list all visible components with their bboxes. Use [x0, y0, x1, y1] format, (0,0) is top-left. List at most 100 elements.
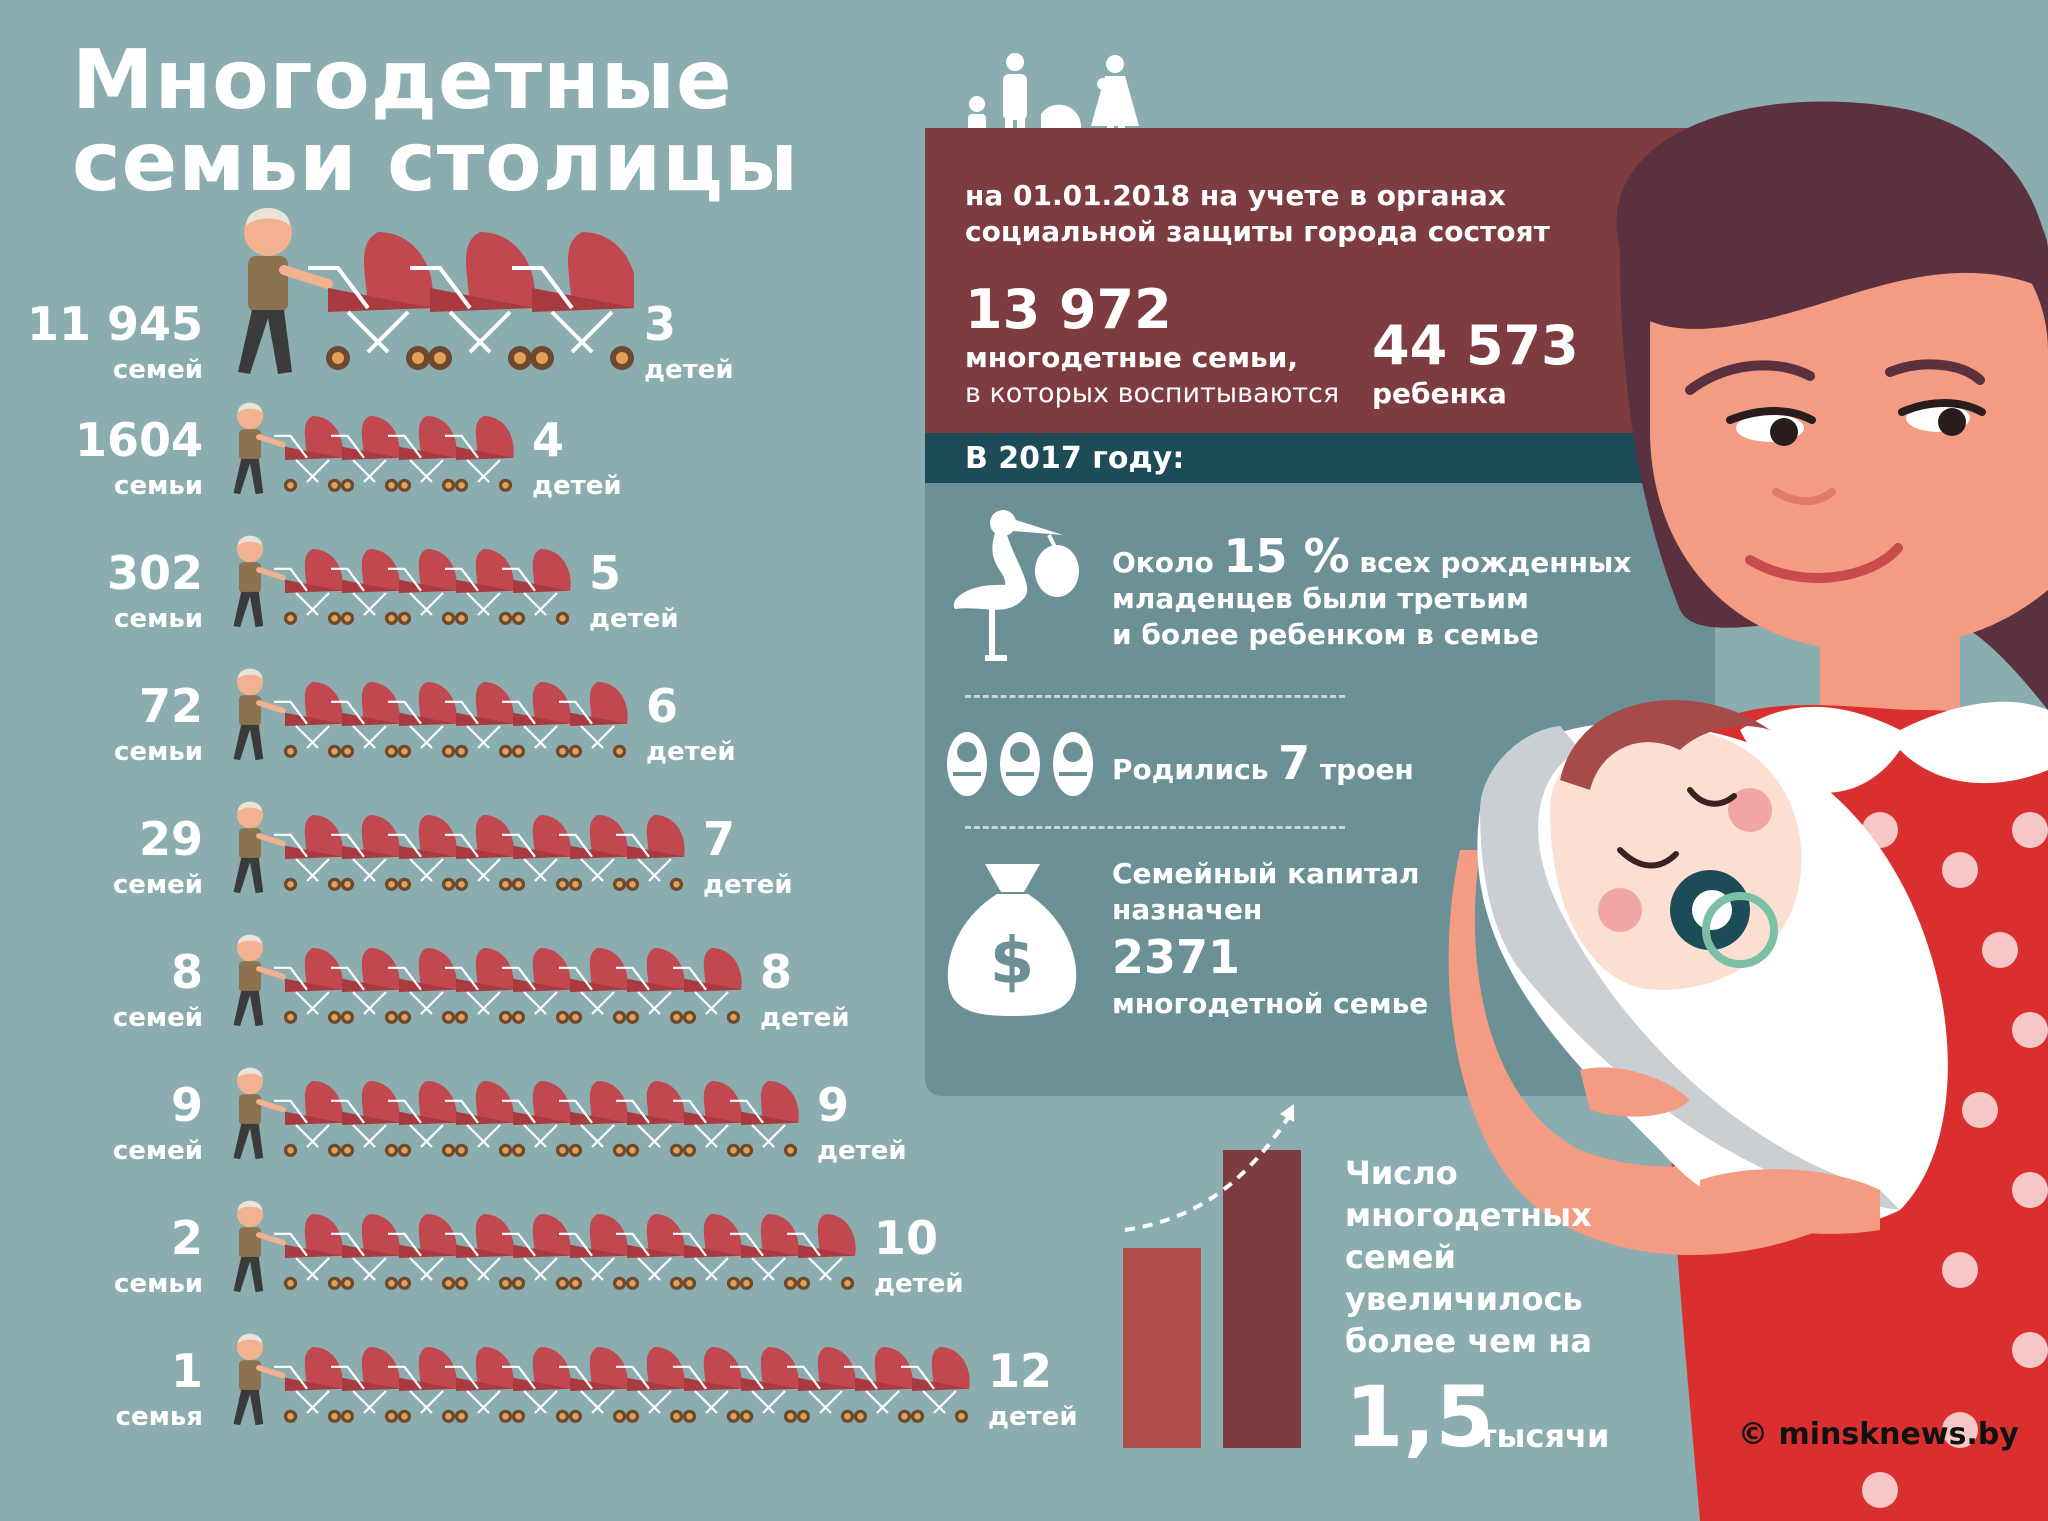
stroller-icon [502, 1214, 571, 1290]
children-unit: детей [644, 355, 734, 385]
children-unit: детей [988, 1402, 1078, 1432]
stroller-icon [445, 815, 514, 891]
divider [965, 695, 1345, 698]
capital-fact: Семейный капитал назначен 2371 многодетн… [1112, 856, 1428, 1022]
families-count: 9 [170, 1078, 203, 1132]
growth-bar-chart [1123, 1104, 1301, 1448]
registry-families-value: 13 972 [965, 278, 1172, 341]
stroller-icon [502, 682, 571, 758]
children-unit: детей [874, 1269, 964, 1299]
stroller-icon [274, 815, 343, 891]
children-count: 6 [646, 679, 679, 733]
registry-families-sub: в которых воспитываются [965, 378, 1340, 409]
stroller-icon [445, 1214, 514, 1290]
father-with-strollers-icon [238, 208, 634, 374]
families-unit: семьи [114, 471, 203, 501]
registry-intro: на 01.01.2018 на учете в органах социаль… [965, 178, 1550, 250]
stroller-icon [502, 1347, 571, 1423]
bar-before [1123, 1248, 1201, 1448]
births-post: всех рожденных [1359, 546, 1632, 579]
mother-baby-illustration [1448, 101, 2048, 1521]
triplets-fact: Родились 7 троен [1112, 740, 1414, 793]
stroller-icon [730, 1347, 799, 1423]
money-bag-icon: $ [947, 864, 1077, 1016]
children-count: 3 [644, 297, 677, 351]
children-unit: детей [646, 737, 736, 767]
children-count: 12 [988, 1344, 1053, 1398]
stroller-icon [559, 1347, 628, 1423]
capital-value: 2371 [1112, 930, 1241, 984]
families-unit: семьи [114, 1269, 203, 1299]
children-count: 5 [589, 546, 622, 600]
growth-line5: более чем на [1345, 1322, 1592, 1360]
stroller-icon [502, 1081, 571, 1157]
growth-arrow [1124, 1116, 1290, 1232]
registry-children-label: ребенка [1372, 377, 1507, 410]
children-unit: детей [532, 471, 622, 501]
stork-icon [953, 510, 1079, 661]
families-count: 8 [170, 945, 203, 999]
stroller-icon [844, 1347, 913, 1423]
stroller-icon [673, 948, 742, 1024]
page-title: Многодетные семьи столицы [72, 40, 799, 204]
year-strip [925, 433, 1715, 483]
births-line2: младенцев были третьим [1112, 582, 1529, 615]
families-unit: семей [112, 1136, 203, 1166]
triplets-pre: Родились [1112, 753, 1269, 786]
children-count: 7 [703, 812, 736, 866]
stroller-icon [502, 815, 571, 891]
stroller-icon [730, 1214, 799, 1290]
stroller-icon [787, 1214, 856, 1290]
stroller-icon [388, 416, 457, 492]
families-unit: семей [112, 355, 203, 385]
growth-line1: Число [1345, 1154, 1458, 1192]
births-pre: Около [1112, 546, 1214, 579]
children-count: 9 [817, 1078, 850, 1132]
births-fact: Около 15 % всех рожденных младенцев были… [1112, 533, 1632, 653]
families-unit: семьи [114, 604, 203, 634]
stroller-icon [673, 1081, 742, 1157]
stroller-icon [331, 1081, 400, 1157]
father-with-strollers-icon [233, 801, 685, 894]
stroller-icon [388, 1214, 457, 1290]
year-header: В 2017 году: [965, 441, 1185, 476]
families-count: 1 [170, 1344, 203, 1398]
stroller-icon [274, 682, 343, 758]
stroller-icon [901, 1347, 970, 1423]
page-title-line1: Многодетные [72, 33, 733, 128]
stroller-icon [388, 815, 457, 891]
stroller-icon [274, 1347, 343, 1423]
father-with-strollers-icon [233, 402, 514, 495]
capital-line2: назначен [1112, 893, 1263, 926]
bar-after [1223, 1150, 1301, 1448]
growth-line4: увеличилось [1345, 1280, 1583, 1318]
stroller-icon [274, 1214, 343, 1290]
stroller-icon [559, 815, 628, 891]
stroller-icon [274, 948, 343, 1024]
births-line3: и более ребенком в семье [1112, 618, 1539, 651]
stroller-icon [445, 948, 514, 1024]
families-count: 11 945 [26, 297, 203, 351]
families-unit: семей [112, 1003, 203, 1033]
father-with-strollers-icon [233, 668, 628, 761]
registry-panel [925, 128, 1715, 433]
registry-intro-line2: социальной защиты города состоят [965, 215, 1550, 248]
stroller-icon [616, 815, 685, 891]
stroller-icon [410, 232, 536, 370]
stroller-icon [388, 948, 457, 1024]
triplets-post: троен [1319, 753, 1414, 786]
families-unit: семьи [114, 737, 203, 767]
families-count: 1604 [74, 413, 203, 467]
families-count: 302 [106, 546, 203, 600]
capital-line1: Семейный капитал [1112, 857, 1420, 890]
stroller-icon [388, 682, 457, 758]
growth-value: 1,5 [1345, 1368, 1494, 1466]
stroller-icon [388, 549, 457, 625]
stroller-icon [445, 549, 514, 625]
growth-unit: тысячи [1478, 1417, 1610, 1455]
families-count: 72 [138, 679, 203, 733]
children-unit: детей [760, 1003, 850, 1033]
stroller-icon [331, 1214, 400, 1290]
father-with-strollers-icon [233, 1333, 970, 1426]
children-count: 8 [760, 945, 793, 999]
